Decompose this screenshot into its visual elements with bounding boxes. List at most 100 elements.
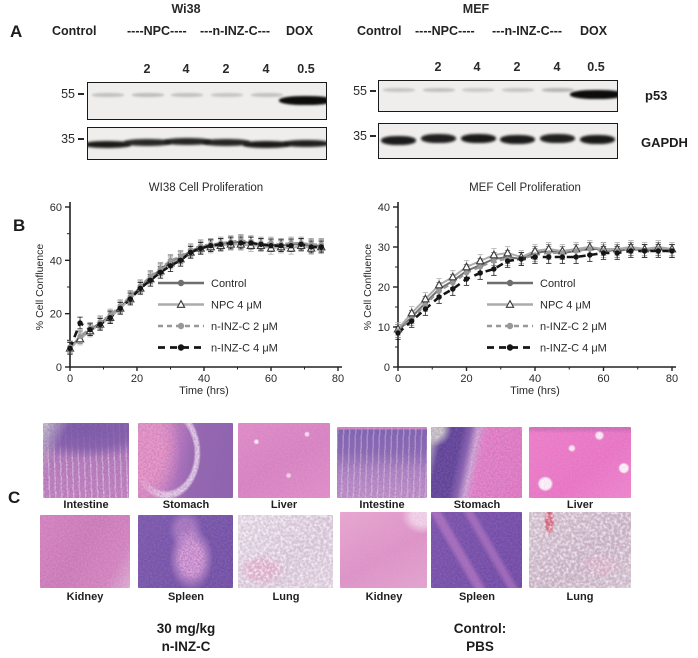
mw-tick [78, 138, 84, 140]
svg-text:20: 20 [50, 309, 62, 321]
gapdh-band [163, 138, 211, 145]
dose-label: 2 [434, 60, 442, 74]
faint-p53-band [250, 93, 283, 97]
svg-text:n-INZ-C 2 μM: n-INZ-C 2 μM [540, 321, 607, 333]
mw-marker-55: 55 [46, 87, 84, 101]
svg-text:60: 60 [597, 373, 609, 385]
faint-p53-band [462, 88, 495, 92]
organ-label-kidney: Kidney [66, 591, 104, 603]
histology-tile-spleen-pbs [431, 512, 522, 588]
svg-text:40: 40 [529, 373, 541, 385]
wi38-proliferation-chart: WI38 Cell Proliferation % Cell Confluence… [34, 182, 344, 397]
mef-gapdh-blot [378, 123, 618, 159]
dose-label: 4 [553, 60, 561, 74]
histology-tile-liver-ninzc [238, 423, 330, 498]
svg-text:Control: Control [540, 278, 575, 290]
svg-text:n-INZ-C 4 μM: n-INZ-C 4 μM [540, 343, 607, 355]
faint-p53-band [131, 93, 164, 97]
dose-label: 2 [143, 62, 151, 76]
tissue-texture [340, 512, 427, 588]
dose-label: 2 [222, 62, 230, 76]
organ-label-lung: Lung [566, 591, 594, 603]
treatment-label-npc: ----NPC---- [415, 24, 475, 38]
treatment-label-control: Control [52, 24, 97, 38]
svg-text:0: 0 [67, 373, 73, 385]
faint-p53-band [171, 93, 204, 97]
svg-text:Control: Control [211, 278, 246, 290]
histology-tile-spleen-ninzc [138, 515, 233, 588]
organ-label-kidney: Kidney [365, 591, 403, 603]
gapdh-band [88, 141, 132, 148]
gapdh-band [203, 139, 251, 146]
caption-line-compound: n-INZ-C [161, 639, 211, 655]
faint-p53-band [382, 88, 415, 92]
svg-text:20: 20 [131, 373, 143, 385]
svg-text:40: 40 [50, 255, 62, 267]
tissue-texture [238, 423, 330, 498]
histology-tile-intestine-pbs [337, 427, 427, 498]
panel-c-label: C [8, 488, 21, 507]
tissue-texture [337, 427, 427, 498]
treatment-label-dox: DOX [580, 24, 608, 38]
dose-label: 4 [182, 62, 190, 76]
svg-text:MEF Cell Proliferation: MEF Cell Proliferation [469, 182, 581, 194]
svg-text:20: 20 [460, 373, 472, 385]
blot-group-title-mef: MEF [462, 2, 490, 16]
faint-p53-band [541, 88, 574, 92]
histology-tile-kidney-pbs [340, 512, 427, 588]
svg-text:n-INZ-C 4 μM: n-INZ-C 4 μM [211, 343, 278, 355]
organ-label-stomach: Stomach [453, 499, 501, 511]
gapdh-band [460, 134, 496, 143]
tissue-texture [138, 515, 233, 588]
svg-text:40: 40 [198, 373, 210, 385]
tissue-texture [431, 512, 522, 588]
gapdh-band [124, 139, 171, 146]
gapdh-band [381, 136, 417, 145]
panel-b-label: B [13, 216, 26, 235]
dose-label: 4 [262, 62, 270, 76]
mw-tick [370, 90, 376, 92]
wi38-p53-blot [87, 82, 327, 120]
svg-text:NPC 4 μM: NPC 4 μM [211, 300, 262, 312]
gapdh-band [282, 140, 326, 147]
svg-text:% Cell Confluence: % Cell Confluence [362, 244, 374, 331]
strong-p53-band [570, 90, 617, 99]
tissue-texture [431, 427, 522, 498]
histology-tile-lung-ninzc [238, 515, 333, 588]
caption-line-control: Control: [453, 621, 507, 636]
tissue-texture [238, 515, 333, 588]
histology-tile-liver-pbs [529, 427, 631, 498]
dose-label: 4 [473, 60, 481, 74]
organ-label-liver: Liver [270, 499, 298, 511]
svg-text:Time (hrs): Time (hrs) [510, 385, 560, 397]
treatment-label-ninzc: ---n-INZ-C--- [200, 24, 271, 38]
p53-row-label: p53 [645, 88, 668, 103]
svg-text:30: 30 [378, 242, 390, 254]
svg-text:40: 40 [378, 202, 390, 214]
gapdh-band [540, 134, 575, 143]
svg-text:10: 10 [378, 322, 390, 334]
svg-text:n-INZ-C 2 μM: n-INZ-C 2 μM [211, 321, 278, 333]
faint-p53-band [501, 88, 534, 92]
svg-text:80: 80 [666, 373, 678, 385]
svg-text:NPC 4 μM: NPC 4 μM [540, 300, 591, 312]
organ-label-spleen: Spleen [458, 591, 496, 603]
svg-text:80: 80 [332, 373, 344, 385]
histology-tile-intestine-ninzc [43, 423, 129, 498]
svg-text:60: 60 [50, 202, 62, 214]
gapdh-band [243, 141, 290, 148]
dose-label: 0.5 [587, 60, 605, 74]
svg-text:% Cell Confluence: % Cell Confluence [34, 244, 46, 331]
dose-label: 0.5 [297, 62, 315, 76]
svg-text:20: 20 [378, 282, 390, 294]
tissue-texture [529, 427, 631, 498]
strong-p53-band [279, 96, 326, 105]
mef-proliferation-chart: MEF Cell Proliferation % Cell Confluence T… [362, 182, 678, 397]
blot-group-title-wi38: Wi38 [171, 2, 201, 16]
svg-text:Time (hrs): Time (hrs) [179, 385, 229, 397]
caption-line-pbs: PBS [466, 639, 494, 655]
faint-p53-band [422, 88, 455, 92]
mw-marker-35: 35 [338, 129, 376, 143]
treatment-label-npc: ----NPC---- [127, 24, 187, 38]
